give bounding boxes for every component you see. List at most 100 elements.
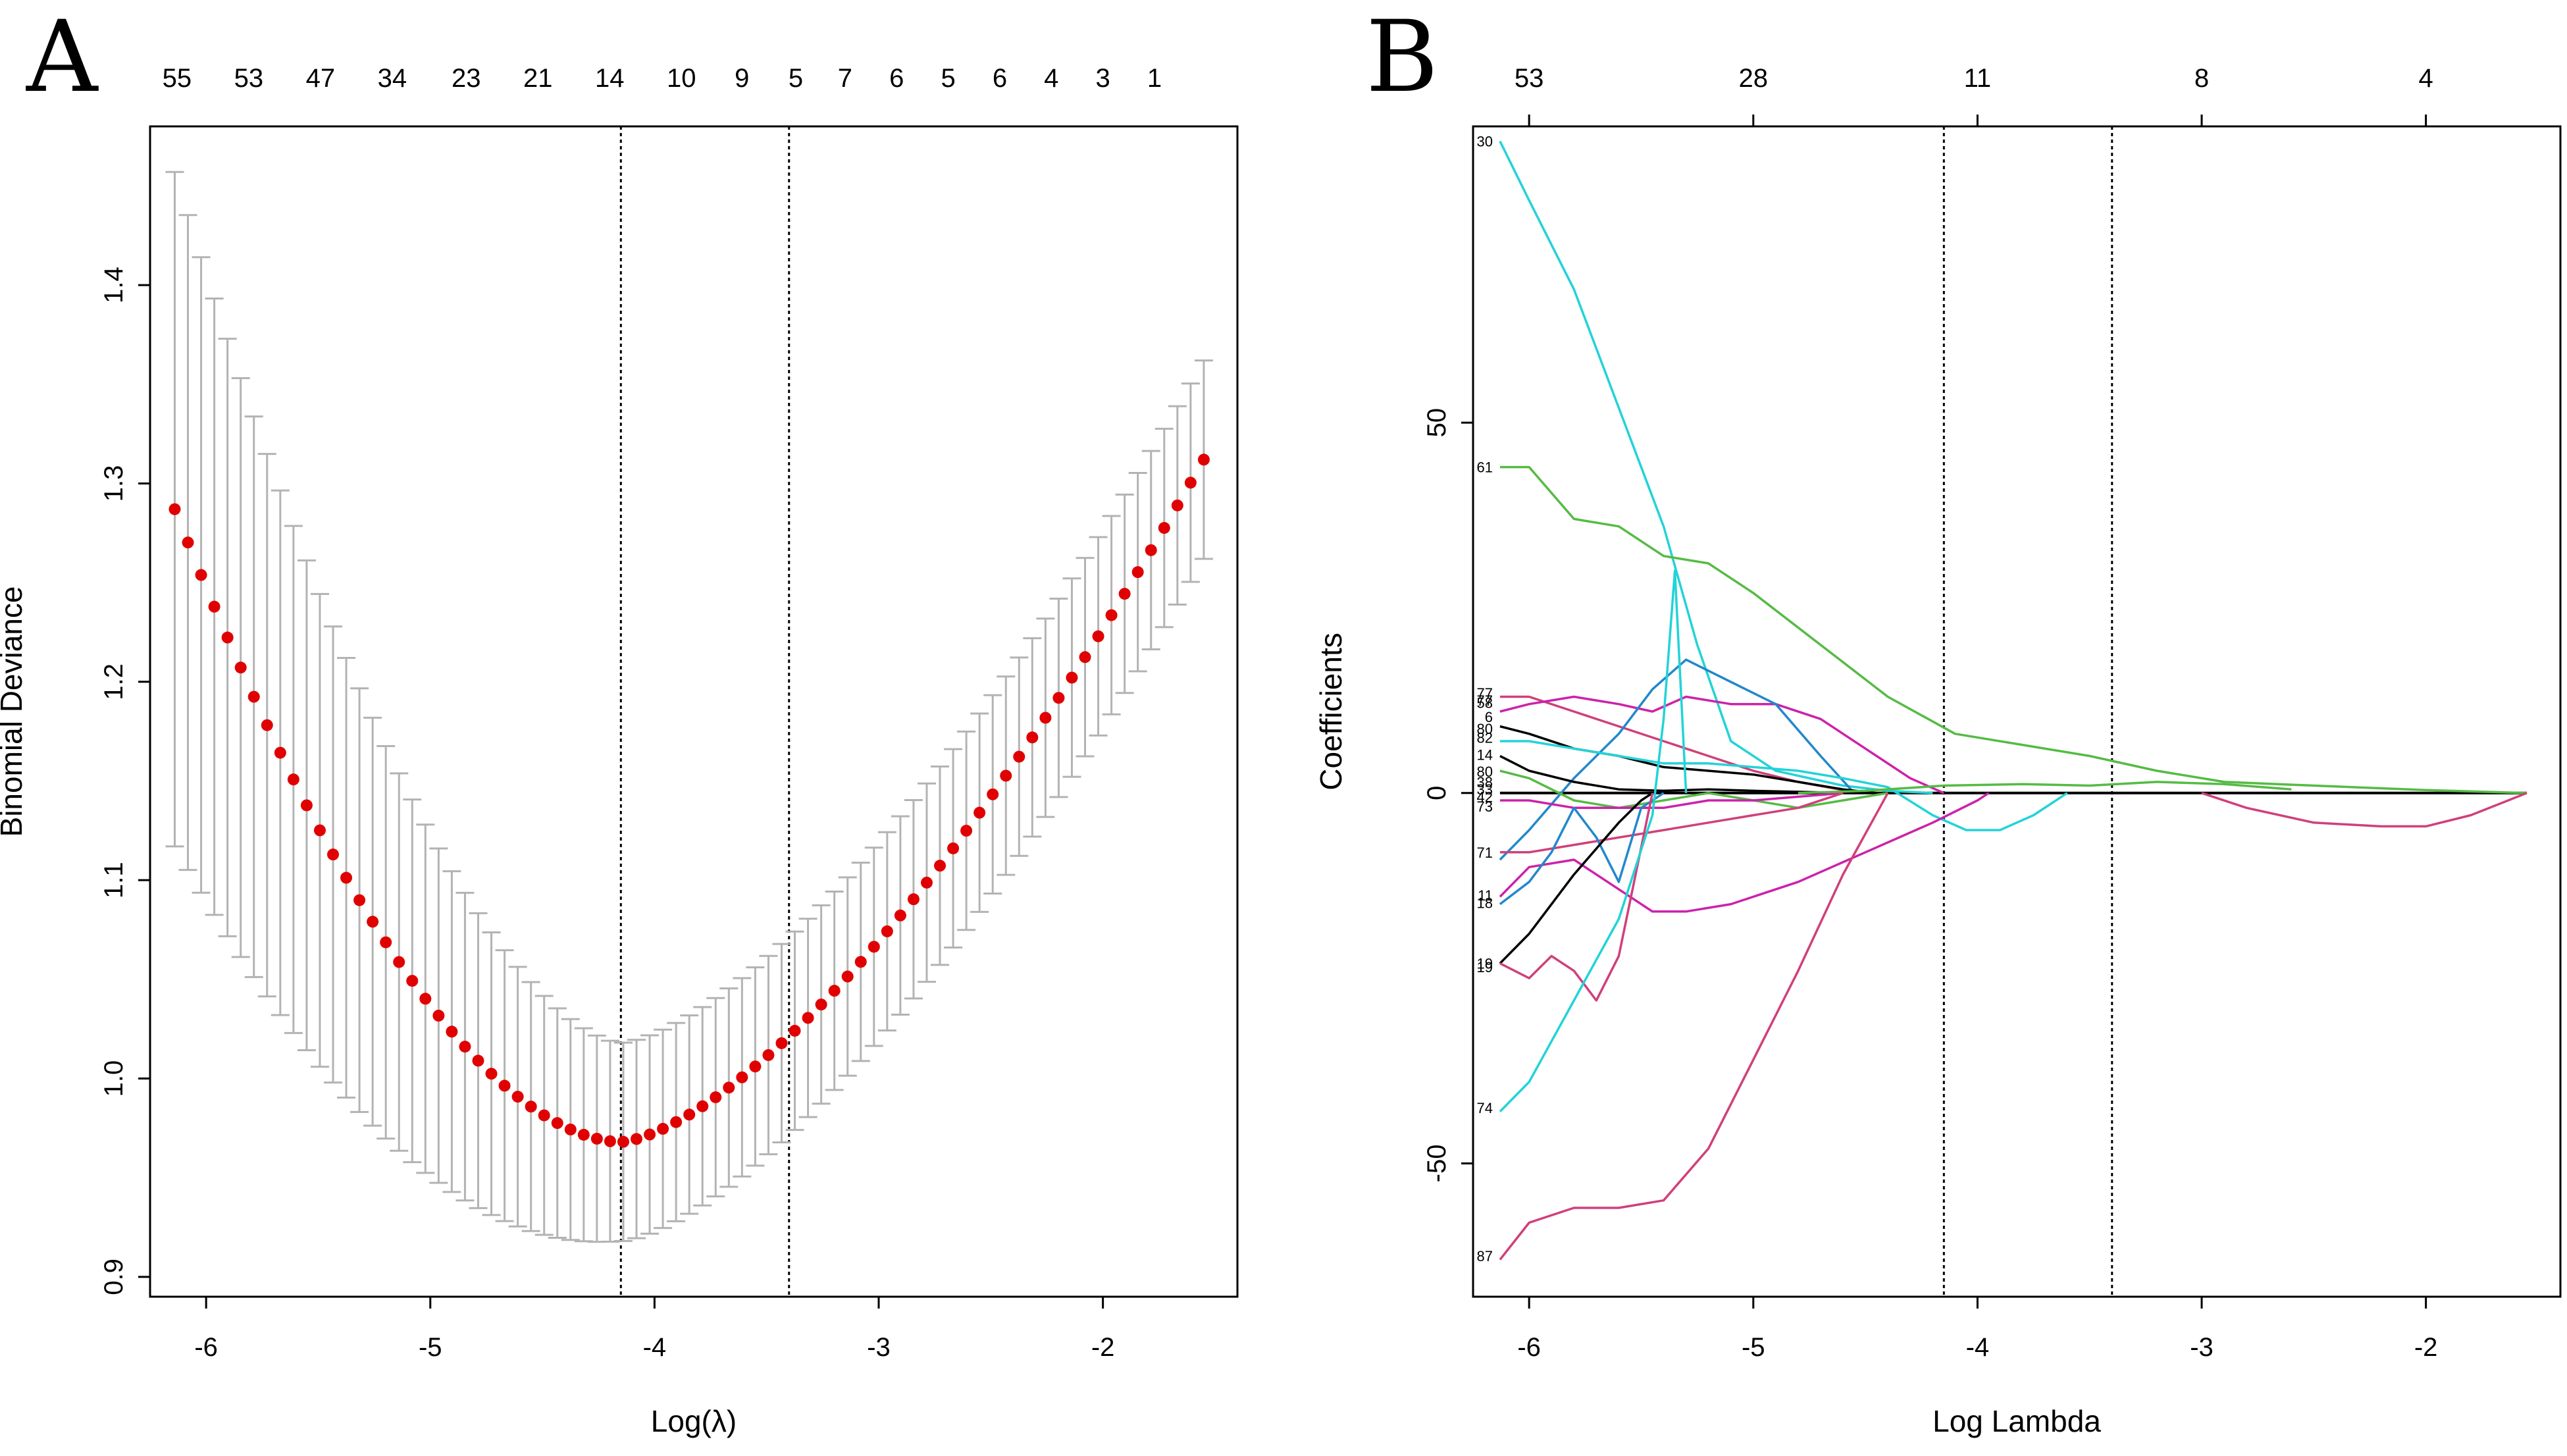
top-axis-count-label: 4 bbox=[1044, 64, 1058, 93]
deviance-point bbox=[644, 1128, 656, 1141]
coefficient-path-1 bbox=[1499, 465, 2527, 794]
x-tick-label: -2 bbox=[2414, 1333, 2438, 1362]
coefficient-path-3 bbox=[1499, 695, 1945, 794]
deviance-point bbox=[511, 1091, 524, 1103]
deviance-point bbox=[1158, 522, 1170, 534]
variable-index-label: 14 bbox=[1477, 746, 1493, 763]
deviance-point bbox=[1184, 477, 1197, 489]
x-tick-label: -3 bbox=[867, 1333, 891, 1362]
deviance-point bbox=[446, 1026, 458, 1038]
deviance-point bbox=[710, 1091, 722, 1103]
coefficient-path-7 bbox=[1499, 754, 1877, 794]
deviance-point bbox=[169, 503, 181, 515]
deviance-point bbox=[221, 631, 234, 644]
coefficient-path-5 bbox=[1499, 725, 1877, 794]
coefficient-path-17 bbox=[2201, 792, 2528, 828]
variable-index-label: 19 bbox=[1477, 959, 1493, 975]
top-axis-count-label: 7 bbox=[838, 64, 852, 93]
deviance-point bbox=[340, 871, 353, 884]
deviance-point bbox=[934, 860, 946, 872]
coefficient-path-15 bbox=[1499, 569, 1688, 1112]
variable-index-label: 82 bbox=[1477, 729, 1493, 746]
path-x-axis: -6 -5 -4 -3 -2 bbox=[1517, 1297, 2437, 1362]
top-axis-count-label: 9 bbox=[735, 64, 749, 93]
top-axis-count-label: 55 bbox=[163, 64, 192, 93]
variable-index-label: 61 bbox=[1477, 459, 1493, 476]
deviance-point bbox=[696, 1100, 709, 1112]
path-top-axis: 53 28 11 8 4 bbox=[1515, 64, 2433, 126]
panel-b-letter: B bbox=[1366, 0, 1438, 115]
deviance-point bbox=[1013, 750, 1025, 763]
top-axis-count-label: 6 bbox=[889, 64, 904, 93]
deviance-point bbox=[577, 1128, 590, 1141]
deviance-point bbox=[749, 1060, 762, 1073]
coefficient-path-14 bbox=[1499, 793, 1654, 1002]
deviance-point bbox=[393, 956, 405, 968]
deviance-point bbox=[525, 1101, 537, 1113]
cv-x-axis-title: Log(λ) bbox=[651, 1404, 737, 1438]
cv-top-axis: 55 53 47 34 23 21 14 10 9 5 7 6 5 6 4 3 1 bbox=[163, 64, 1162, 93]
deviance-point bbox=[631, 1133, 643, 1145]
variable-index-label: 73 bbox=[1477, 798, 1493, 815]
deviance-point bbox=[1105, 609, 1118, 621]
deviance-point bbox=[1000, 769, 1012, 782]
variable-index-label: 80 bbox=[1477, 721, 1493, 737]
coefficient-path-0 bbox=[1499, 140, 1933, 794]
variable-index-label: 74 bbox=[1477, 1100, 1493, 1116]
top-axis-count-label: 6 bbox=[993, 64, 1007, 93]
variable-index-label: 71 bbox=[1477, 845, 1493, 861]
y-tick-label: 1.2 bbox=[99, 663, 128, 700]
cv-y-axis: 0.9 1.0 1.1 1.2 1.3 1.4 bbox=[99, 267, 150, 1295]
deviance-point bbox=[432, 1009, 445, 1022]
deviance-point bbox=[1039, 712, 1052, 724]
variable-index-label: 42 bbox=[1477, 789, 1493, 805]
y-tick-label: 1.4 bbox=[99, 267, 128, 303]
variable-index-label: 11 bbox=[1478, 887, 1493, 904]
coefficient-path-4 bbox=[1499, 658, 1855, 861]
deviance-point bbox=[894, 909, 906, 922]
top-axis-count-label: 4 bbox=[2419, 64, 2433, 93]
deviance-point bbox=[287, 773, 299, 786]
top-axis-count-label: 10 bbox=[667, 64, 696, 93]
deviance-point bbox=[459, 1041, 471, 1053]
coefficient-variable-labels: 3061777758680821480383342737111181919748… bbox=[1477, 134, 1493, 1265]
coefficient-path-18 bbox=[1798, 781, 2292, 794]
coefficient-path-10 bbox=[1499, 792, 1844, 854]
deviance-point bbox=[617, 1135, 629, 1148]
variable-index-label: 30 bbox=[1477, 134, 1493, 150]
deviance-point bbox=[881, 925, 893, 937]
deviance-point bbox=[1118, 588, 1131, 600]
top-axis-count-label: 53 bbox=[234, 64, 264, 93]
top-axis-count-label: 5 bbox=[941, 64, 955, 93]
deviance-point bbox=[1066, 671, 1078, 684]
deviance-point bbox=[775, 1037, 788, 1049]
path-x-axis-title: Log Lambda bbox=[1932, 1404, 2101, 1438]
variable-index-label: 18 bbox=[1477, 895, 1493, 911]
top-axis-count-label: 47 bbox=[306, 64, 336, 93]
deviance-point bbox=[472, 1054, 484, 1067]
coefficient-path-lines bbox=[1499, 140, 2528, 1261]
coefficient-path-13 bbox=[1499, 792, 1653, 964]
deviance-point bbox=[657, 1122, 669, 1135]
deviance-point bbox=[907, 893, 920, 906]
cv-deviance-panel: -6 -5 -4 -3 -2 0.91.01.11.21.31.4 55 53 47 34 23… bbox=[0, 64, 1239, 1438]
deviance-point bbox=[828, 985, 841, 997]
y-tick-label: 1.0 bbox=[99, 1060, 128, 1097]
top-axis-count-label: 28 bbox=[1739, 64, 1769, 93]
y-tick-label: 1.1 bbox=[99, 862, 128, 898]
x-tick-label: -4 bbox=[643, 1333, 667, 1362]
variable-index-label: 87 bbox=[1477, 1248, 1493, 1264]
coefficient-path-12 bbox=[1499, 792, 1665, 905]
y-tick-label: 0 bbox=[1422, 786, 1451, 800]
variable-index-label: 77 bbox=[1477, 692, 1493, 709]
path-y-axis: -50 0 50 bbox=[1422, 408, 1473, 1182]
deviance-point bbox=[247, 690, 260, 703]
deviance-point bbox=[300, 799, 313, 812]
y-tick-label: 0.9 bbox=[99, 1259, 128, 1295]
deviance-point bbox=[313, 824, 326, 837]
deviance-point bbox=[538, 1109, 550, 1122]
variable-index-label: 38 bbox=[1477, 774, 1493, 791]
deviance-point bbox=[380, 936, 392, 949]
deviance-point bbox=[274, 746, 286, 759]
